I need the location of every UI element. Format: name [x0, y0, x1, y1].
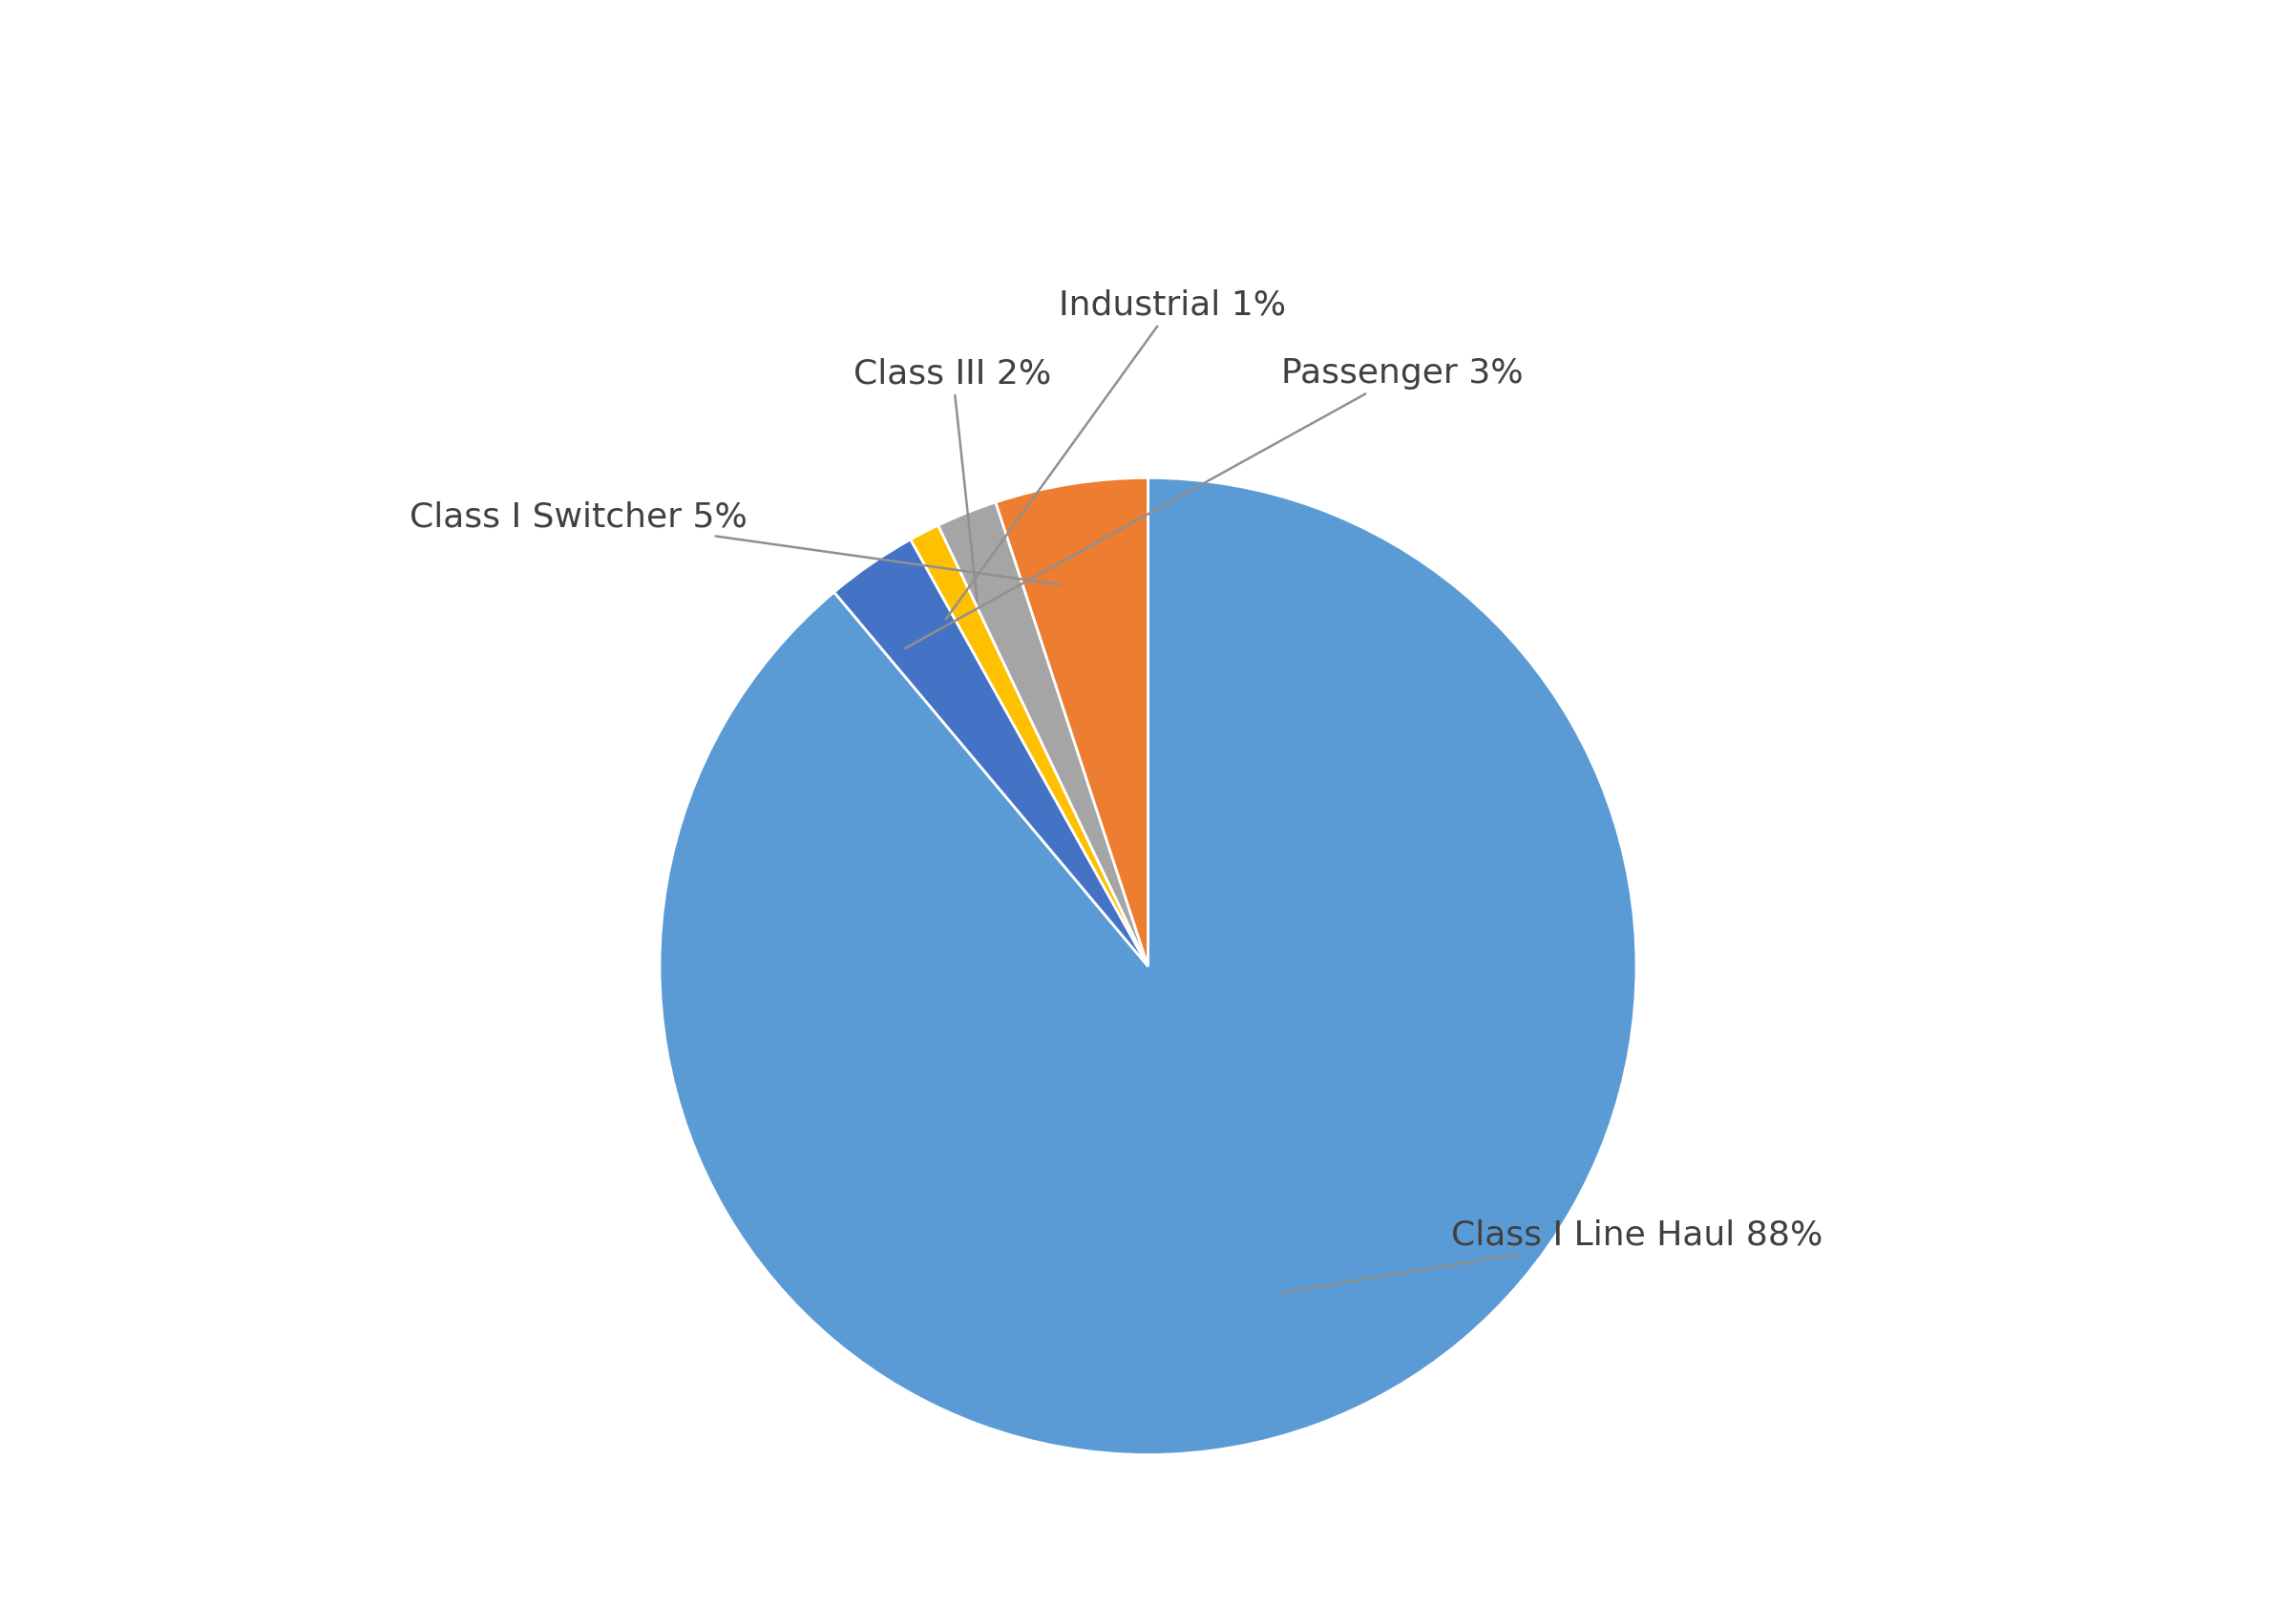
Wedge shape [659, 478, 1637, 1455]
Wedge shape [912, 525, 1148, 967]
Text: Class I Switcher 5%: Class I Switcher 5% [409, 500, 1061, 584]
Text: Industrial 1%: Industrial 1% [946, 290, 1286, 619]
Text: Class III 2%: Class III 2% [854, 357, 1052, 602]
Text: Passenger 3%: Passenger 3% [905, 357, 1522, 648]
Wedge shape [833, 539, 1148, 967]
Wedge shape [939, 502, 1148, 967]
Text: Class I Line Haul 88%: Class I Line Haul 88% [1281, 1218, 1823, 1292]
Wedge shape [996, 478, 1148, 967]
